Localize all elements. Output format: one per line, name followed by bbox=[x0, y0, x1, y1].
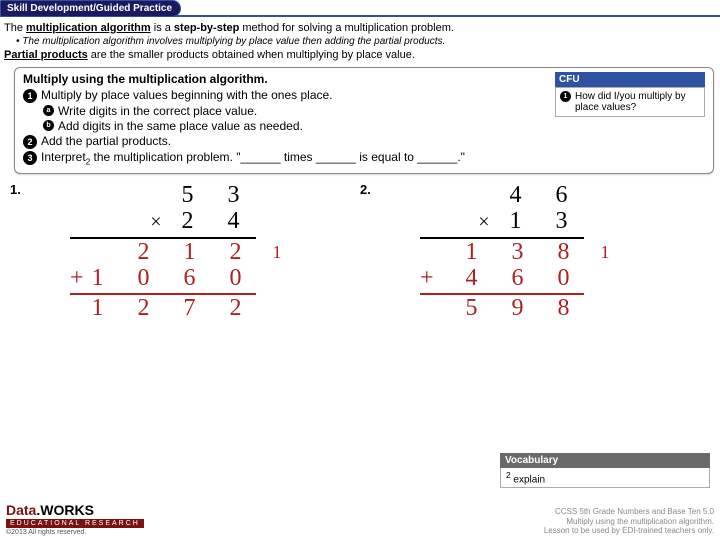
logo-block: Data.WORKS EDUCATIONAL RESEARCH ©2013 Al… bbox=[6, 502, 144, 536]
intro-text: is a bbox=[151, 22, 174, 34]
times-icon: × bbox=[478, 211, 489, 233]
step-number-icon: 1 bbox=[23, 89, 37, 103]
cfu-body: 1 How did I/you multiply by place values… bbox=[555, 87, 705, 117]
logo-part2: WORKS bbox=[40, 502, 94, 518]
step-1b: b Add digits in the same place value as n… bbox=[23, 119, 547, 133]
intro-text: are the smaller products obtained when m… bbox=[88, 49, 415, 61]
intro-bold: step-by-step bbox=[174, 22, 239, 34]
partial-product-1: 1 3 8 bbox=[420, 239, 584, 265]
partial-product-2: 4 6 0 bbox=[442, 265, 584, 291]
vocabulary-body: 2 explain bbox=[500, 468, 710, 488]
step-text: Add digits in the same place value as ne… bbox=[58, 119, 303, 133]
answer: 1 2 7 2 bbox=[70, 295, 256, 321]
multiplier-row: × 2 4 bbox=[70, 208, 256, 238]
step-letter-icon: b bbox=[43, 120, 54, 131]
multiplicand: 4 6 bbox=[420, 182, 584, 208]
problem-1: 1. 5 3 ×2 4 1 2 1 2 +1 0 6 0 1 2 7 2 bbox=[10, 182, 360, 321]
partial-product-1: 2 1 2 bbox=[70, 239, 256, 265]
intro-line2: Partial products are the smaller product… bbox=[4, 48, 716, 62]
step-text: Add the partial products. bbox=[41, 134, 171, 148]
intro-underline: Partial products bbox=[4, 49, 88, 61]
steps-box: Multiply using the multiplication algori… bbox=[14, 67, 714, 174]
footer-right: CCSS 5th Grade Numbers and Base Ten 5.0 … bbox=[544, 507, 714, 536]
step-1: 1 Multiply by place values beginning with… bbox=[23, 88, 547, 103]
step-text: Write digits in the correct place value. bbox=[58, 104, 257, 118]
step-text-post: the multiplication problem. "______ time… bbox=[90, 150, 465, 164]
intro-bullet: • The multiplication algorithm involves … bbox=[4, 35, 716, 48]
plus-icon: + bbox=[420, 265, 434, 291]
answer: 5 9 8 bbox=[420, 295, 584, 321]
step-text: Interpret2 the multiplication problem. "… bbox=[41, 150, 465, 166]
problem-number: 2. bbox=[360, 182, 380, 321]
step-text: Multiply by place values beginning with … bbox=[41, 88, 333, 102]
problem-2: 2. 4 6 ×1 3 1 1 3 8 +4 6 0 5 9 8 bbox=[360, 182, 710, 321]
footer: Data.WORKS EDUCATIONAL RESEARCH ©2013 Al… bbox=[6, 502, 714, 536]
intro-text: method for solving a multiplication prob… bbox=[239, 22, 454, 34]
math-work: 5 3 ×2 4 1 2 1 2 +1 0 6 0 1 2 7 2 bbox=[70, 182, 256, 321]
step-1a: a Write digits in the correct place value… bbox=[23, 104, 547, 118]
logo-text: Data.WORKS bbox=[6, 502, 144, 518]
plus-icon: + bbox=[70, 265, 84, 291]
step-number-icon: 3 bbox=[23, 151, 37, 165]
step-letter-icon: a bbox=[43, 105, 54, 116]
step-text-pre: Interpret bbox=[41, 150, 86, 164]
logo-subtitle: EDUCATIONAL RESEARCH bbox=[6, 519, 144, 528]
multiplier: 2 4 bbox=[182, 208, 256, 234]
multiplier: 1 3 bbox=[510, 208, 584, 234]
intro-line1: The multiplication algorithm is a step-b… bbox=[4, 21, 716, 35]
cfu-number-icon: 1 bbox=[560, 91, 571, 102]
footer-lesson: Multiply using the multiplication algori… bbox=[544, 517, 714, 527]
header-tab: Skill Development/Guided Practice bbox=[0, 0, 181, 17]
intro-bullet-text: The multiplication algorithm involves mu… bbox=[22, 36, 445, 47]
cfu-box: CFU 1 How did I/you multiply by place va… bbox=[555, 72, 705, 167]
step-number-icon: 2 bbox=[23, 135, 37, 149]
logo-part1: Data bbox=[6, 502, 36, 518]
vocabulary-box: Vocabulary 2 explain bbox=[500, 453, 710, 488]
steps-left: Multiply using the multiplication algori… bbox=[23, 72, 547, 167]
steps-title: Multiply using the multiplication algori… bbox=[23, 72, 547, 86]
intro-text: The bbox=[4, 22, 26, 34]
step-3: 3 Interpret2 the multiplication problem. … bbox=[23, 150, 547, 166]
partial-product-2-row: +1 0 6 0 bbox=[70, 265, 256, 294]
header-tab-wrap: Skill Development/Guided Practice bbox=[0, 0, 720, 17]
partial-product-2-row: +4 6 0 bbox=[420, 265, 584, 294]
cfu-head: CFU bbox=[555, 72, 705, 87]
footer-standard: CCSS 5th Grade Numbers and Base Ten 5.0 bbox=[544, 507, 714, 517]
multiplier-row: × 1 3 bbox=[420, 208, 584, 238]
intro-block: The multiplication algorithm is a step-b… bbox=[0, 21, 720, 63]
multiplicand: 5 3 bbox=[70, 182, 256, 208]
cfu-question: How did I/you multiply by place values? bbox=[575, 91, 700, 113]
partial-product-2: 1 0 6 0 bbox=[92, 265, 256, 291]
intro-underline: multiplication algorithm bbox=[26, 22, 151, 34]
vocab-word: explain bbox=[511, 474, 545, 485]
copyright: ©2013 All rights reserved. bbox=[6, 529, 144, 536]
times-icon: × bbox=[150, 211, 161, 233]
footer-note: Lesson to be used by EDI-trained teacher… bbox=[544, 526, 714, 536]
math-work: 4 6 ×1 3 1 1 3 8 +4 6 0 5 9 8 bbox=[420, 182, 584, 321]
problem-number: 1. bbox=[10, 182, 30, 321]
vocabulary-head: Vocabulary bbox=[500, 453, 710, 468]
problems-area: 1. 5 3 ×2 4 1 2 1 2 +1 0 6 0 1 2 7 2 2. … bbox=[0, 178, 720, 321]
step-2: 2 Add the partial products. bbox=[23, 134, 547, 149]
